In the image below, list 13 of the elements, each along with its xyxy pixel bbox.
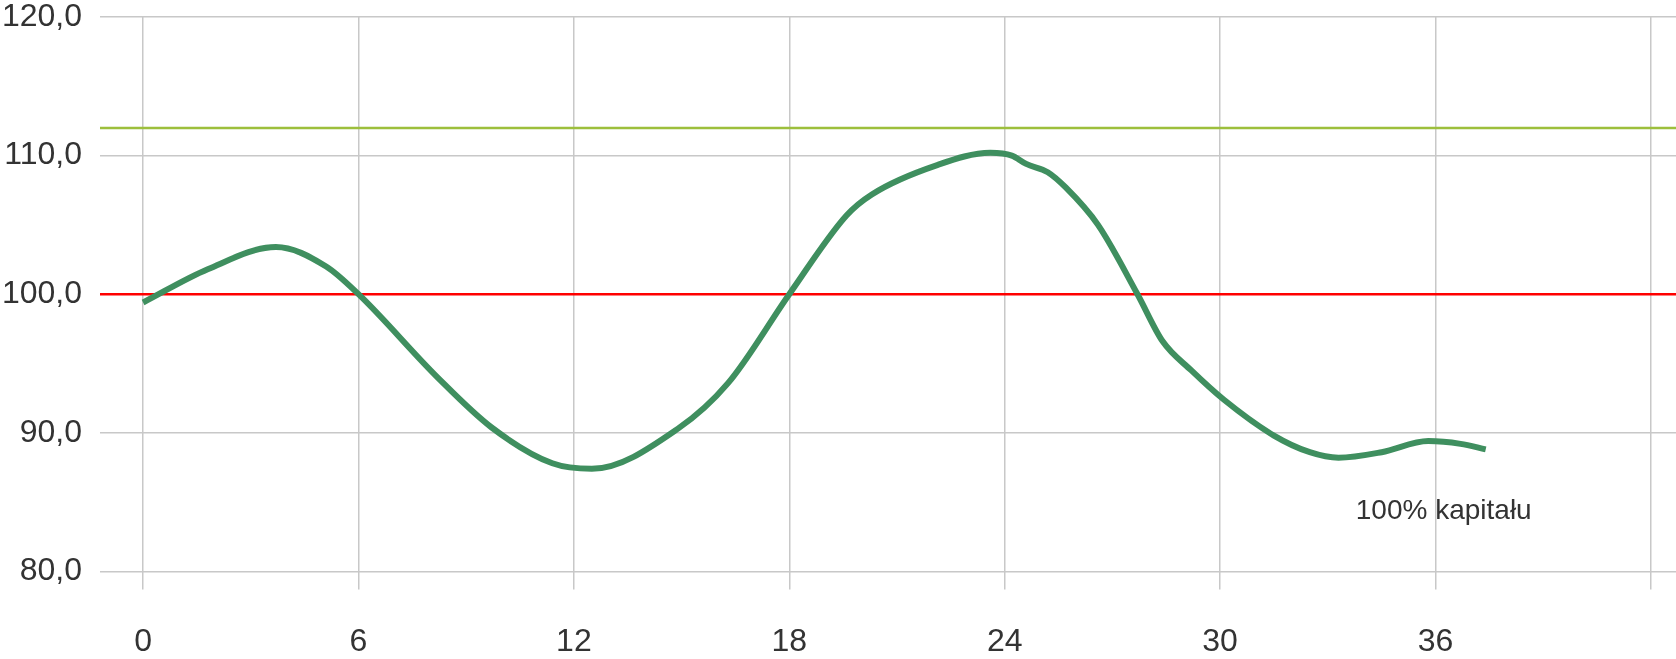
y-tick-label: 80,0: [19, 551, 82, 588]
x-tick-label: 24: [986, 622, 1023, 659]
series-label: 100% kapitału: [1355, 494, 1532, 526]
y-tick-label: 90,0: [19, 412, 82, 449]
x-tick-label: 36: [1417, 622, 1454, 659]
y-tick-label: 120,0: [1, 0, 82, 33]
x-tick-label: 0: [134, 622, 152, 659]
y-tick-label: 100,0: [1, 274, 82, 311]
x-tick-label: 12: [556, 622, 592, 659]
x-tick-label: 30: [1202, 622, 1238, 659]
x-tick-label: 6: [349, 622, 368, 659]
y-tick-label: 110,0: [4, 135, 82, 172]
x-tick-label: 18: [771, 622, 808, 659]
